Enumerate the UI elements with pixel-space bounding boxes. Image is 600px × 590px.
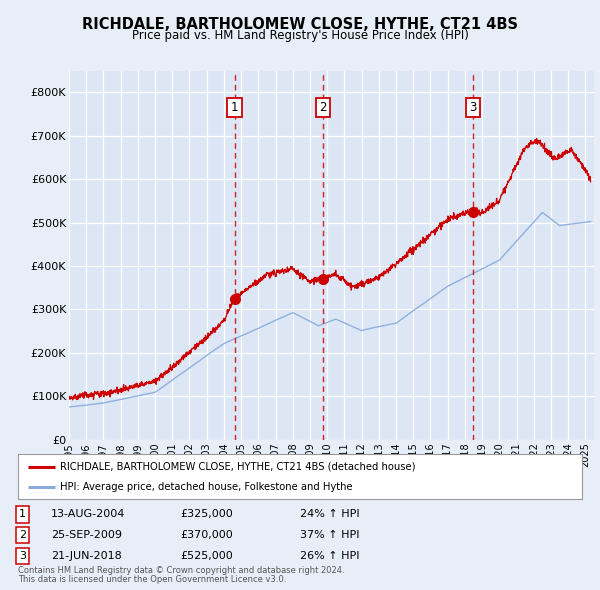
Text: RICHDALE, BARTHOLOMEW CLOSE, HYTHE, CT21 4BS: RICHDALE, BARTHOLOMEW CLOSE, HYTHE, CT21… <box>82 17 518 31</box>
Text: £525,000: £525,000 <box>180 551 233 560</box>
Text: 21-JUN-2018: 21-JUN-2018 <box>51 551 122 560</box>
Text: 24% ↑ HPI: 24% ↑ HPI <box>300 510 359 519</box>
Text: Price paid vs. HM Land Registry's House Price Index (HPI): Price paid vs. HM Land Registry's House … <box>131 30 469 42</box>
Text: This data is licensed under the Open Government Licence v3.0.: This data is licensed under the Open Gov… <box>18 575 286 584</box>
Text: 37% ↑ HPI: 37% ↑ HPI <box>300 530 359 540</box>
Text: 3: 3 <box>469 101 477 114</box>
Text: 3: 3 <box>19 551 26 560</box>
Text: 13-AUG-2004: 13-AUG-2004 <box>51 510 125 519</box>
Text: HPI: Average price, detached house, Folkestone and Hythe: HPI: Average price, detached house, Folk… <box>60 483 353 493</box>
Text: 1: 1 <box>231 101 238 114</box>
Text: 2: 2 <box>319 101 326 114</box>
Text: 25-SEP-2009: 25-SEP-2009 <box>51 530 122 540</box>
Text: RICHDALE, BARTHOLOMEW CLOSE, HYTHE, CT21 4BS (detached house): RICHDALE, BARTHOLOMEW CLOSE, HYTHE, CT21… <box>60 462 416 471</box>
Text: 2: 2 <box>19 530 26 540</box>
Text: 1: 1 <box>19 510 26 519</box>
Text: £325,000: £325,000 <box>180 510 233 519</box>
Text: Contains HM Land Registry data © Crown copyright and database right 2024.: Contains HM Land Registry data © Crown c… <box>18 566 344 575</box>
Text: 26% ↑ HPI: 26% ↑ HPI <box>300 551 359 560</box>
Text: £370,000: £370,000 <box>180 530 233 540</box>
